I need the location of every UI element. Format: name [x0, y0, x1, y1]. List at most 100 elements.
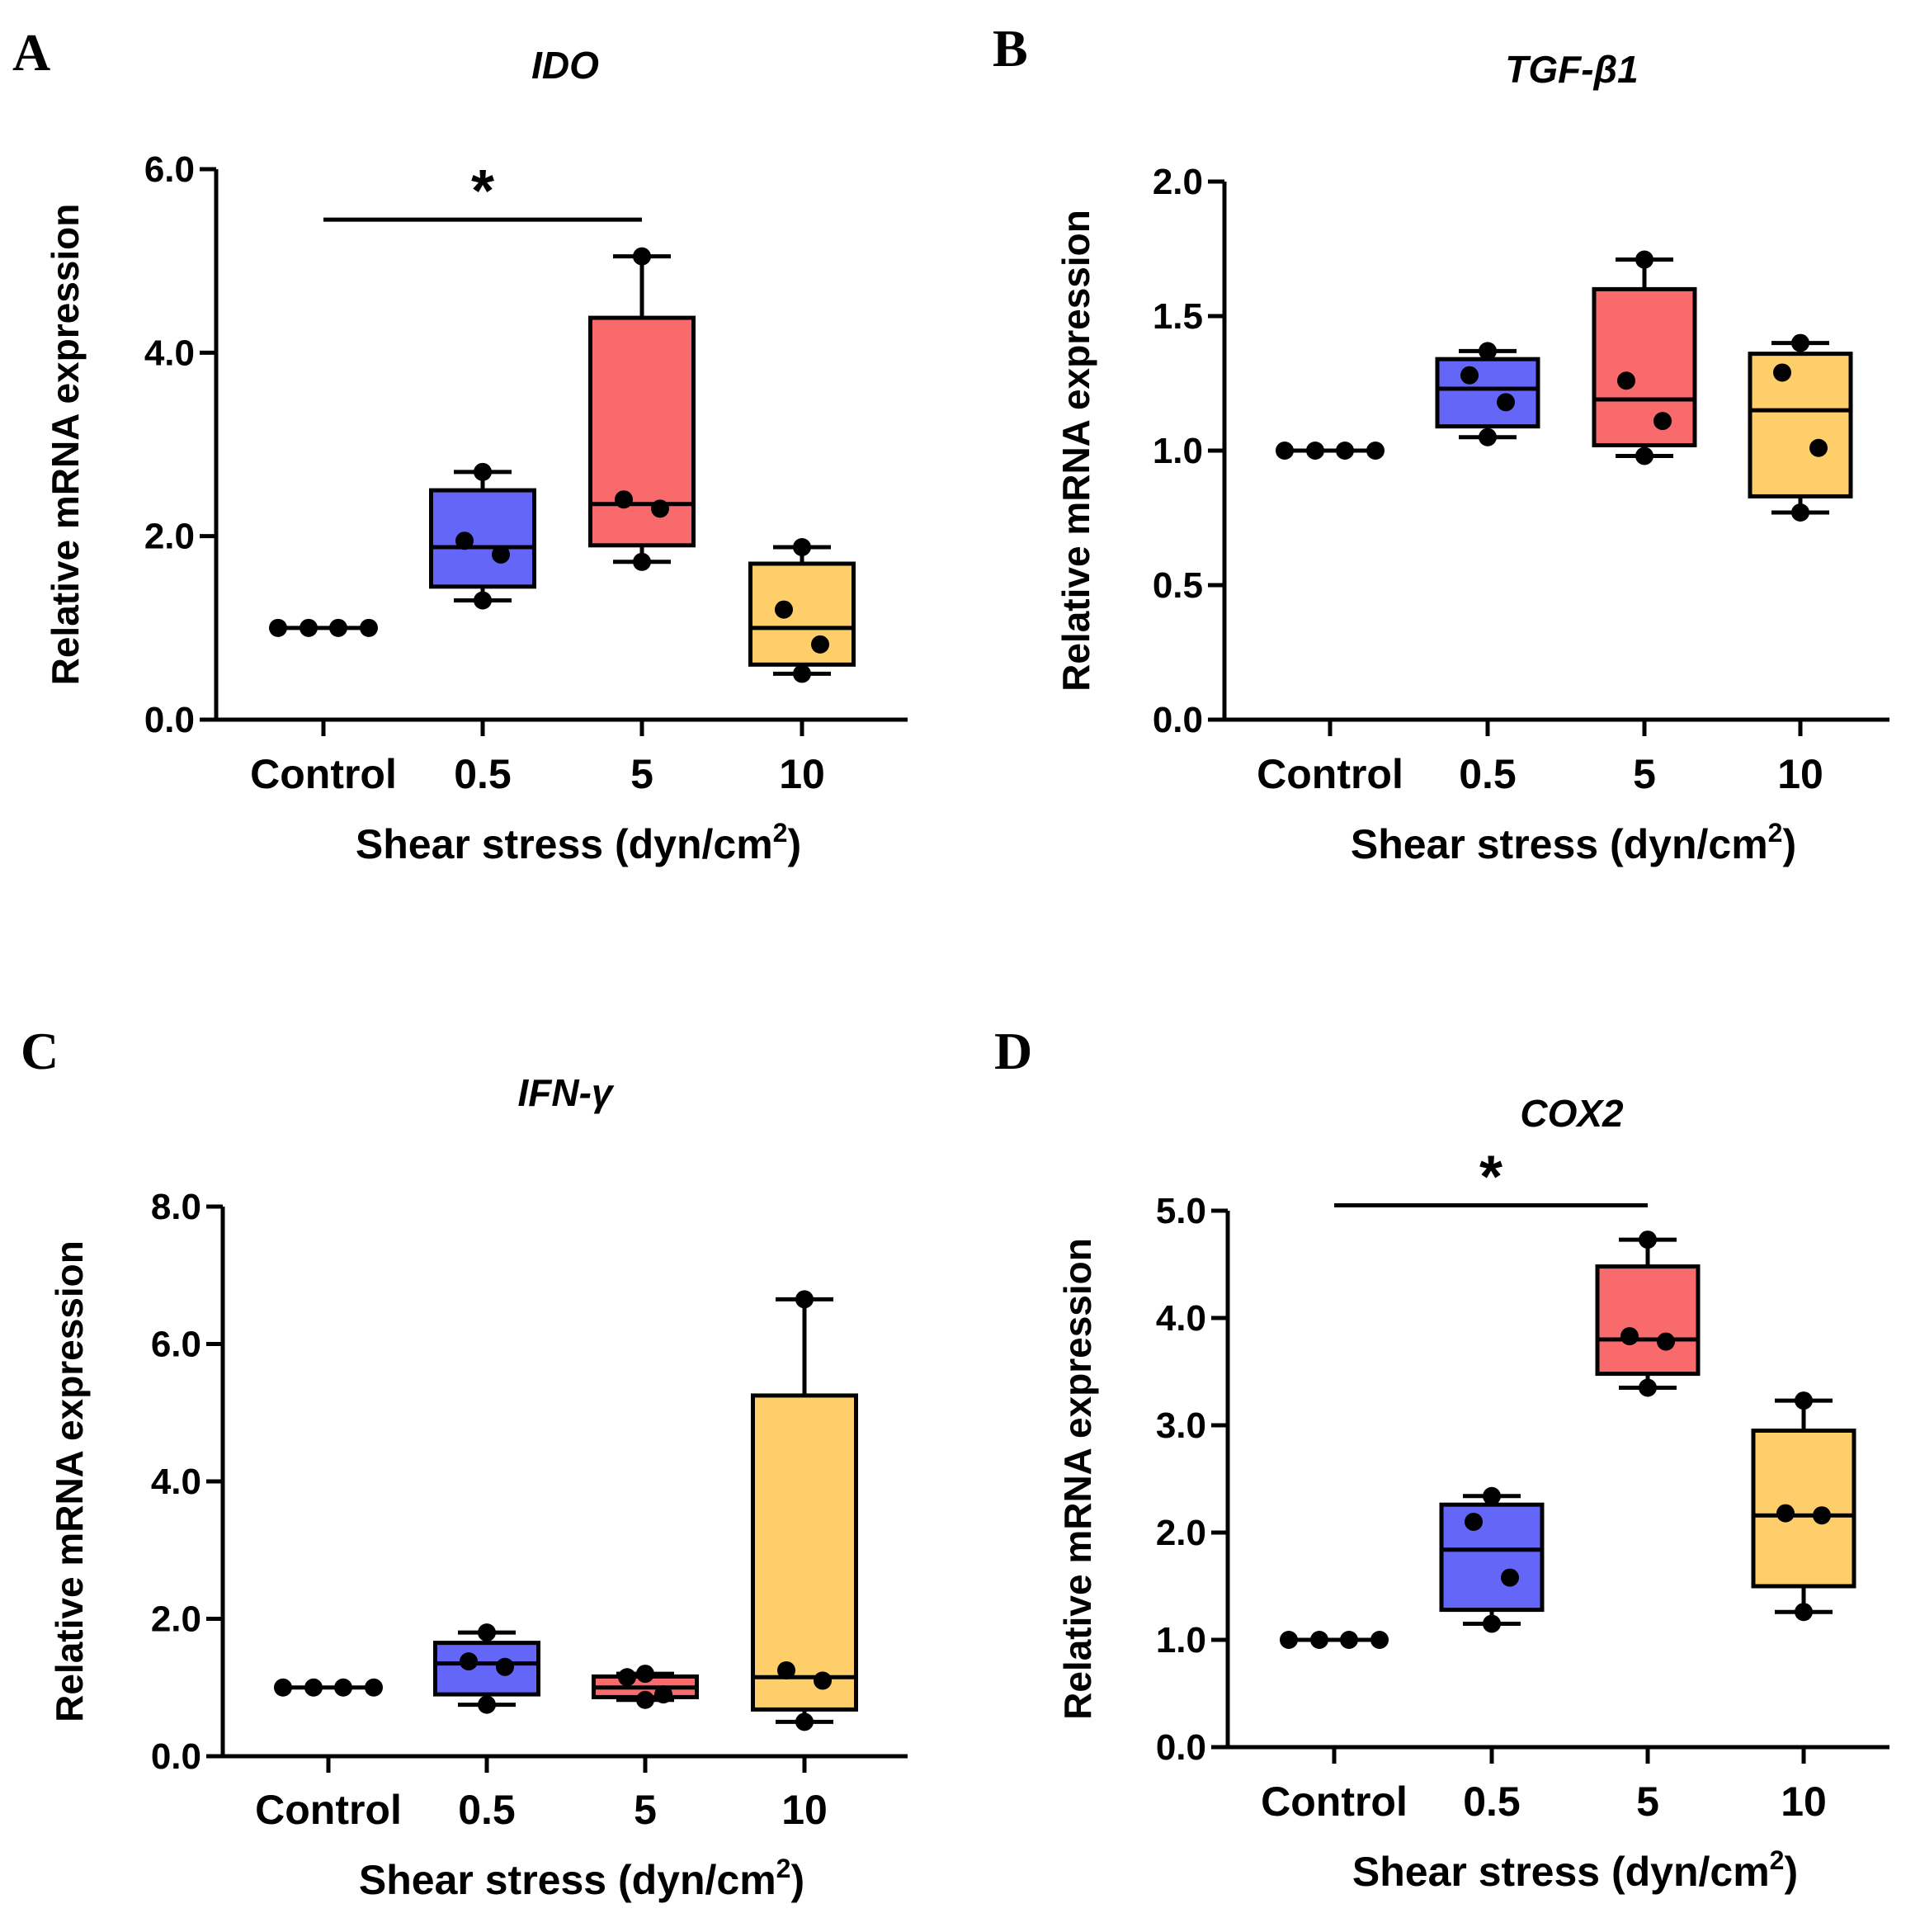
y-tick-label: 2.0	[151, 1599, 201, 1640]
y-tick-label: 1.0	[1156, 1620, 1206, 1660]
panel-letter: D	[994, 1022, 1032, 1080]
x-tick-label: 0.5	[1463, 1778, 1521, 1825]
data-point	[1336, 442, 1354, 460]
box-10	[748, 538, 856, 683]
data-point	[365, 1678, 383, 1697]
y-tick-label: 1.0	[1153, 431, 1203, 471]
data-point	[1310, 1631, 1328, 1649]
y-tick-label: 3.0	[1156, 1405, 1206, 1446]
data-point	[633, 552, 651, 571]
x-tick-label: 10	[781, 1787, 828, 1833]
box-body	[748, 561, 856, 667]
data-point	[492, 545, 510, 564]
x-tick-label: 5	[1636, 1778, 1659, 1825]
x-tick-label: 5	[1633, 751, 1656, 797]
box-10	[1751, 1391, 1856, 1622]
x-tick-label: 10	[1781, 1778, 1827, 1825]
y-tick-label: 5.0	[1156, 1191, 1206, 1231]
data-point	[1280, 1631, 1298, 1649]
x-axis-label-close: )	[787, 821, 801, 867]
x-tick-label: Control	[255, 1787, 402, 1833]
y-tick-label: 8.0	[151, 1187, 201, 1227]
panel-letter: A	[12, 23, 50, 82]
data-point	[474, 462, 492, 481]
data-point	[1635, 446, 1653, 465]
x-axis-label: Shear stress (dyn/cm2)	[1352, 1845, 1798, 1895]
data-point	[474, 591, 492, 610]
box-body	[588, 315, 696, 548]
box-0.5	[433, 1623, 540, 1714]
data-point	[300, 618, 318, 637]
data-point	[1497, 393, 1515, 412]
data-point	[1306, 442, 1324, 460]
data-point	[1483, 1614, 1501, 1633]
x-axis-label: Shear stress (dyn/cm2)	[356, 818, 801, 867]
x-axis-label-close: )	[1782, 821, 1796, 867]
box-body	[1595, 1264, 1701, 1377]
box-body	[1435, 357, 1540, 429]
box-body	[751, 1393, 858, 1712]
x-axis-label-superscript: 2	[776, 1854, 791, 1883]
x-tick-label: 5	[630, 751, 653, 797]
data-point	[1479, 427, 1497, 446]
chart-title: IFN-γ	[518, 1071, 615, 1114]
x-axis-label-text: Shear stress (dyn/cm	[1352, 1849, 1770, 1895]
data-point	[651, 499, 669, 518]
y-axis-label: Relative mRNA expression	[1056, 1238, 1099, 1720]
y-tick-label: 4.0	[151, 1462, 201, 1502]
panel-letter: C	[21, 1022, 59, 1080]
y-axis-label: Relative mRNA expression	[44, 204, 87, 686]
data-point	[455, 531, 474, 550]
x-axis-label-close: )	[790, 1857, 804, 1903]
chart-title: IDO	[531, 44, 599, 87]
data-point	[1809, 438, 1828, 457]
data-point	[304, 1678, 323, 1697]
data-point	[1501, 1568, 1519, 1587]
data-point	[1465, 1513, 1483, 1531]
data-point	[775, 600, 793, 619]
data-point	[654, 1685, 672, 1704]
data-point	[329, 618, 347, 637]
box-body	[429, 488, 536, 589]
data-point	[793, 664, 811, 683]
y-tick-label: 2.0	[1156, 1513, 1206, 1553]
data-point	[793, 538, 811, 557]
y-tick-label: 2.0	[1153, 162, 1203, 202]
data-point	[1776, 1504, 1795, 1523]
data-point	[1366, 442, 1385, 460]
data-point	[615, 490, 633, 509]
box-body	[1748, 352, 1853, 498]
data-point	[1657, 1332, 1675, 1351]
x-axis-label: Shear stress (dyn/cm2)	[359, 1854, 804, 1903]
y-tick-label: 6.0	[151, 1325, 201, 1365]
box-5	[1595, 1231, 1701, 1397]
data-point	[1795, 1391, 1813, 1410]
data-point	[496, 1657, 514, 1676]
y-axis-label: Relative mRNA expression	[1054, 210, 1097, 692]
data-point	[1620, 1327, 1639, 1346]
data-point	[1813, 1506, 1831, 1525]
y-tick-label: 4.0	[144, 333, 195, 373]
data-point	[1617, 371, 1635, 390]
data-point	[269, 618, 287, 637]
box-Control	[274, 1678, 383, 1697]
x-tick-label: Control	[250, 751, 397, 797]
box-Control	[1280, 1631, 1389, 1649]
x-tick-label: 10	[1777, 751, 1823, 797]
panel-C: C IFN-γ 0.0 2.0 4.0 6.0 8.0 Relative mRNA expre…	[21, 1022, 908, 1903]
box-body	[433, 1641, 540, 1697]
x-tick-label: Control	[1261, 1778, 1408, 1825]
data-point	[460, 1652, 478, 1671]
chart-title: TGF-β1	[1505, 48, 1638, 91]
chart-title: COX2	[1520, 1092, 1624, 1135]
box-10	[1748, 333, 1853, 522]
data-point	[1479, 342, 1497, 361]
data-point	[360, 618, 378, 637]
data-point	[1370, 1631, 1389, 1649]
data-point	[633, 247, 651, 266]
x-tick-label: 0.5	[458, 1787, 516, 1833]
x-axis-label-superscript: 2	[773, 818, 788, 848]
x-axis-label-superscript: 2	[1770, 1845, 1785, 1875]
data-point	[334, 1678, 352, 1697]
data-point	[478, 1695, 496, 1714]
